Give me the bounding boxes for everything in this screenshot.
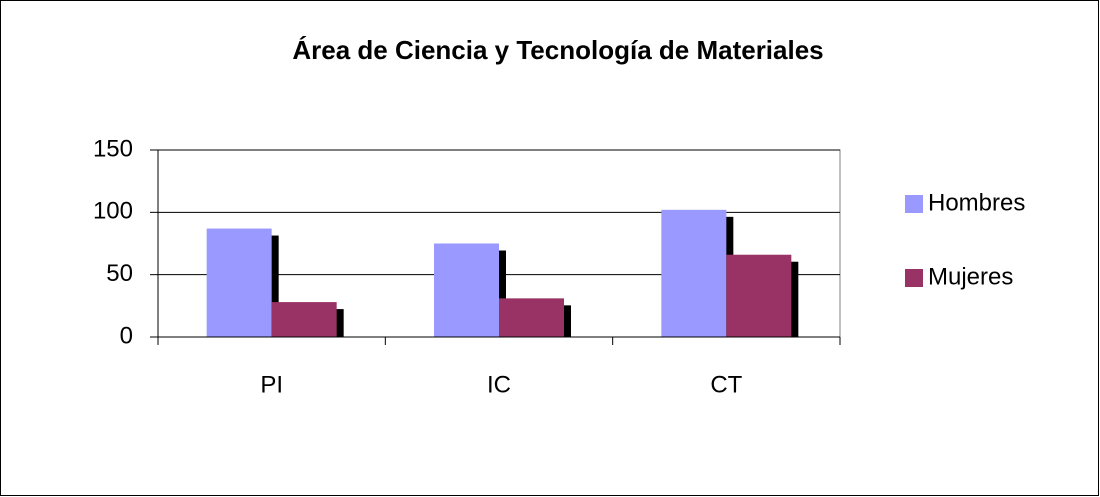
x-tick-label: PI [260,371,283,398]
y-tick-label: 150 [93,135,133,162]
bar [661,209,727,337]
bar [434,243,499,337]
y-tick-label: 50 [106,260,133,287]
legend-swatch [905,195,923,213]
x-tick-label: IC [487,371,511,398]
bar [271,302,337,337]
bar [206,228,272,337]
x-tick-label: CT [710,371,742,398]
legend-label: Mujeres [928,263,1013,290]
chart-title: Área de Ciencia y Tecnología de Material… [292,35,823,65]
bar [499,298,564,337]
bar [726,254,792,337]
y-tick-label: 100 [93,198,133,225]
y-tick-label: 0 [120,322,133,349]
legend-label: Hombres [928,189,1025,216]
legend-swatch [905,269,923,287]
